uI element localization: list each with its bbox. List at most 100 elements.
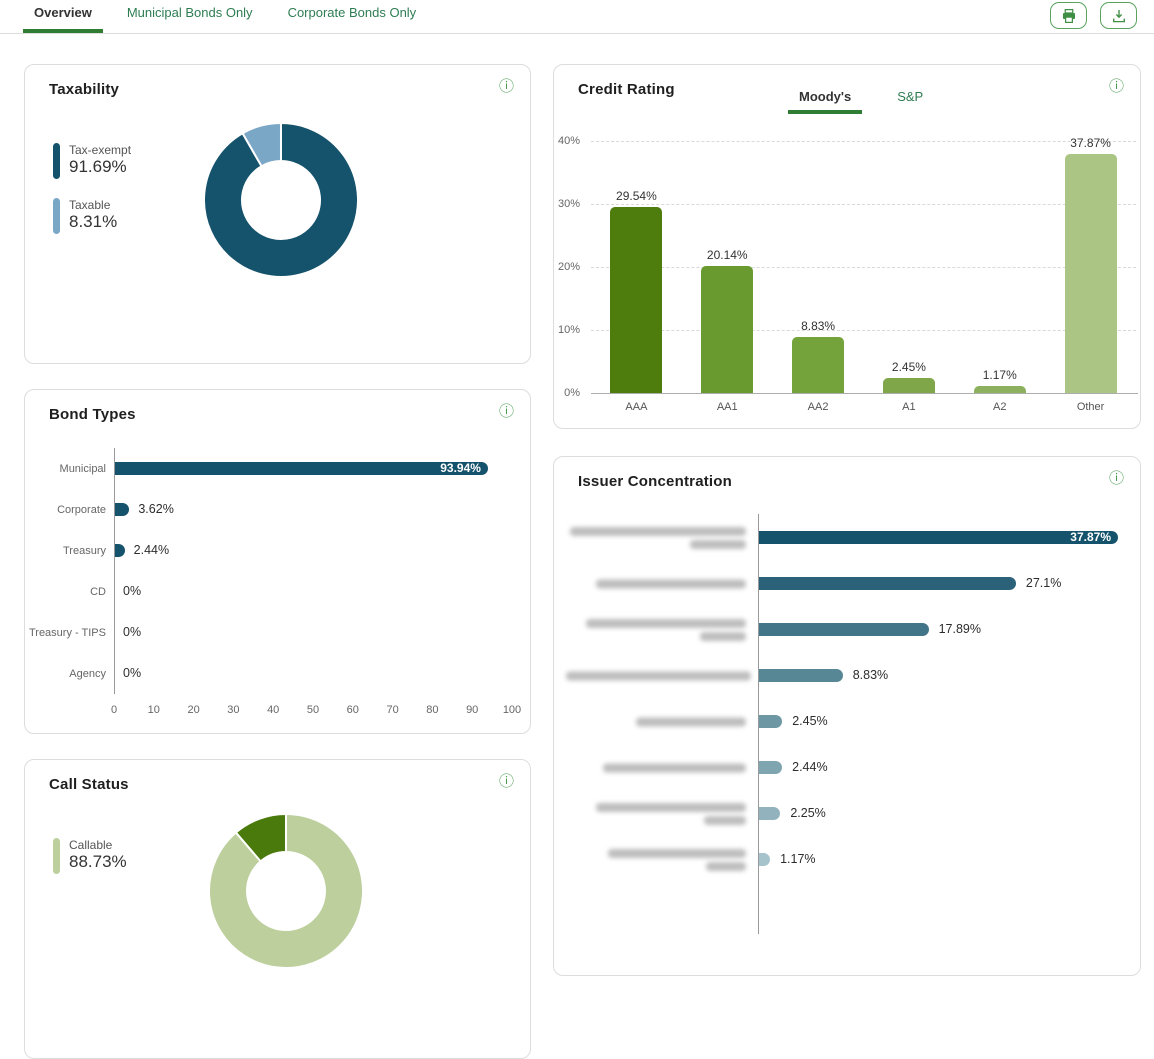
blurred-text-line [690, 540, 746, 549]
download-icon [1112, 9, 1125, 22]
x-label-A2: A2 [993, 401, 1007, 413]
issuer-concentration-chart: 37.87% 27.1% 17.89% 8.83% 2.45% 2.44% 2.25% 1.1… [554, 457, 1142, 977]
callable-label: Callable [69, 838, 113, 852]
y-tick: 10% [557, 323, 580, 336]
download-button[interactable] [1100, 2, 1137, 29]
bond-row-CD: 0% [114, 571, 512, 612]
blurred-text-line [596, 803, 746, 812]
issuer-row-1: 37.87% [566, 515, 1130, 561]
bar-value-4: 8.83% [852, 668, 889, 682]
tax-exempt-value: 91.69% [69, 157, 127, 176]
legend-item-taxable: Taxable 8.31% [53, 198, 117, 234]
x-tick-30: 30 [227, 704, 240, 716]
gridline-30 [591, 203, 1136, 205]
info-icon[interactable]: ⓘ [1108, 77, 1124, 95]
info-icon[interactable]: ⓘ [498, 77, 514, 95]
bar-value-5: 2.45% [792, 714, 828, 728]
bond-row-Corporate: 3.62% [114, 489, 512, 530]
legend-item-callable: Callable 88.73% [53, 838, 127, 874]
gridline-20 [591, 266, 1136, 268]
y-axis-line [114, 448, 115, 694]
issuer-name-blurred [566, 799, 746, 829]
call-status-title: Call Status [49, 776, 129, 793]
issuer-name-blurred [566, 576, 746, 593]
bar-AA2 [792, 337, 845, 393]
taxable-swatch [53, 198, 60, 234]
y-tick: 40% [557, 134, 580, 147]
bar-value-Other: 37.87% [1070, 135, 1111, 150]
bar-Treasury [115, 544, 125, 557]
bond-row-Agency: 0% [114, 653, 512, 694]
x-tick-0: 0 [110, 704, 118, 716]
tab-sp[interactable]: S&P [897, 89, 924, 104]
cat-label-Treasury: Treasury [63, 545, 106, 557]
issuer-name-blurred [566, 523, 746, 553]
x-label-AA1: AA1 [716, 401, 738, 413]
taxable-value: 8.31% [69, 212, 118, 231]
bar-value-7: 2.25% [790, 806, 826, 820]
call-status-card: Call Status ⓘ Callable 88.73% [24, 759, 531, 1059]
x-tick-80: 80 [426, 704, 439, 716]
bar-value-AA1: 20.14% [706, 247, 748, 262]
Taxable-slice [241, 121, 282, 168]
bar-issuer-1: 37.87% [759, 531, 1118, 544]
bar-value-Treasury: 2.44% [133, 543, 170, 557]
x-label-AAA: AAA [625, 401, 648, 413]
bar-value-3: 17.89% [938, 622, 981, 636]
x-axis-line [591, 393, 1138, 394]
blurred-text-line [570, 527, 746, 536]
bar-Corporate [115, 503, 130, 516]
info-icon[interactable]: ⓘ [498, 772, 514, 790]
bond-types-card: Bond Types ⓘ 93.94% Municipal 3.62% Corpora… [24, 389, 531, 734]
bar-A1 [882, 377, 935, 393]
callable-swatch [53, 838, 60, 874]
x-tick-50: 50 [306, 704, 320, 716]
cat-label-Corporate: Corporate [57, 504, 106, 516]
bar-Other [1064, 153, 1117, 393]
bar-value-Municipal: 93.94% [440, 461, 481, 475]
tax-exempt-swatch [53, 143, 60, 179]
tab-corporate-bonds-only[interactable]: Corporate Bonds Only [287, 5, 417, 20]
print-icon [1062, 8, 1075, 23]
bar-issuer-7 [759, 807, 781, 820]
bar-issuer-2 [759, 577, 1016, 590]
bond-types-title: Bond Types [49, 406, 136, 423]
tab-overview[interactable]: Overview [23, 0, 103, 33]
issuer-concentration-title: Issuer Concentration [578, 473, 733, 490]
blurred-text-line [586, 619, 746, 628]
issuer-name-blurred [566, 714, 746, 731]
tab-municipal-bonds-only[interactable]: Municipal Bonds Only [126, 5, 253, 20]
x-tick-10: 10 [147, 704, 160, 716]
header-actions [1050, 2, 1137, 29]
blurred-text-line [704, 816, 746, 825]
call-status-donut [201, 806, 371, 981]
bar-issuer-8 [759, 853, 771, 866]
y-tick: 30% [557, 197, 580, 210]
blurred-text-line [566, 671, 751, 681]
gridline-10 [591, 329, 1136, 331]
blurred-text-line [700, 632, 746, 641]
taxability-title: Taxability [49, 81, 120, 98]
tab-moodys[interactable]: Moody's [788, 89, 863, 114]
Tax-exempt-slice [203, 121, 359, 278]
x-tick-100: 100 [502, 704, 522, 716]
bond-types-chart: 93.94% Municipal 3.62% Corporate 2.44% Treasu… [25, 390, 532, 735]
info-icon[interactable]: ⓘ [1108, 469, 1124, 487]
y-tick: 0% [564, 387, 580, 399]
print-button[interactable] [1050, 2, 1087, 29]
issuer-row-6: 2.44% [566, 745, 1130, 791]
bond-row-Treasury: 2.44% [114, 530, 512, 571]
issuer-concentration-card: Issuer Concentration ⓘ 37.87% 27.1% 17.89%… [553, 456, 1141, 976]
x-tick-20: 20 [187, 704, 200, 716]
blurred-text-line [603, 763, 746, 773]
gridline-40 [591, 140, 1136, 142]
issuer-row-5: 2.45% [566, 699, 1130, 745]
info-icon[interactable]: ⓘ [498, 402, 514, 420]
issuer-row-3: 17.89% [566, 607, 1130, 653]
bar-value-CD: 0% [123, 584, 142, 598]
issuer-row-7: 2.25% [566, 791, 1130, 837]
y-axis-line [758, 514, 759, 934]
x-label-A1: A1 [902, 401, 916, 413]
x-label-AA2: AA2 [807, 401, 829, 413]
taxability-card: Taxability ⓘ Tax-exempt 91.69% Taxable 8… [24, 64, 531, 364]
